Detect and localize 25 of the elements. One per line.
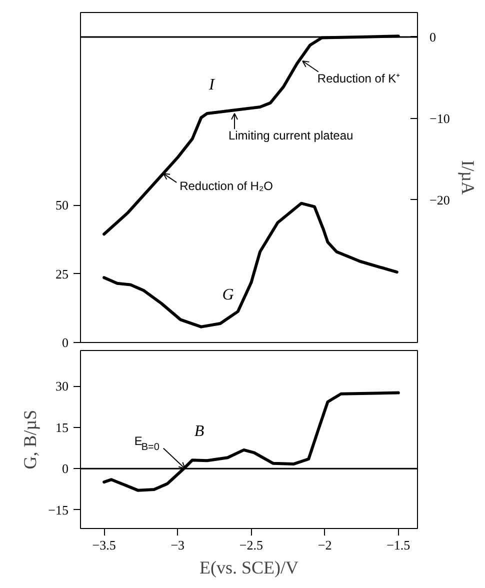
y-axis-title: G, B/µS	[20, 410, 40, 470]
x-axis-title: E(vs. SCE)/V	[200, 558, 298, 578]
line-series	[102, 202, 398, 328]
y2-tick-label: −10	[430, 110, 450, 126]
y-tick-label: 0	[62, 461, 68, 476]
x-tick-label: −2	[318, 538, 332, 552]
y2-axis-title: I/µA	[458, 160, 478, 195]
y-tick-label: 25	[56, 266, 68, 282]
y-tick-label: 30	[56, 378, 68, 394]
y2-tick-label: 0	[430, 29, 436, 44]
series-label: B	[194, 423, 204, 440]
y-tick-label: 50	[56, 198, 68, 212]
series-label: G	[222, 286, 234, 304]
annotation: Limiting current plateau	[228, 128, 354, 143]
x-tick-label: −3	[170, 538, 185, 552]
y2-tick-label: −20	[430, 192, 450, 208]
y-tick-label: −15	[48, 502, 69, 518]
x-tick-label: −3.5	[92, 538, 116, 552]
x-tick-label: −2.5	[239, 538, 264, 552]
y-tick-label: 0	[62, 335, 68, 350]
x-tick-label: −1.5	[386, 538, 410, 552]
series-label: I	[208, 76, 216, 94]
y-tick-label: 15	[56, 420, 68, 435]
annotation: Reduction of H₂O	[180, 179, 273, 194]
annotation: Reduction of K⁺	[317, 71, 400, 86]
